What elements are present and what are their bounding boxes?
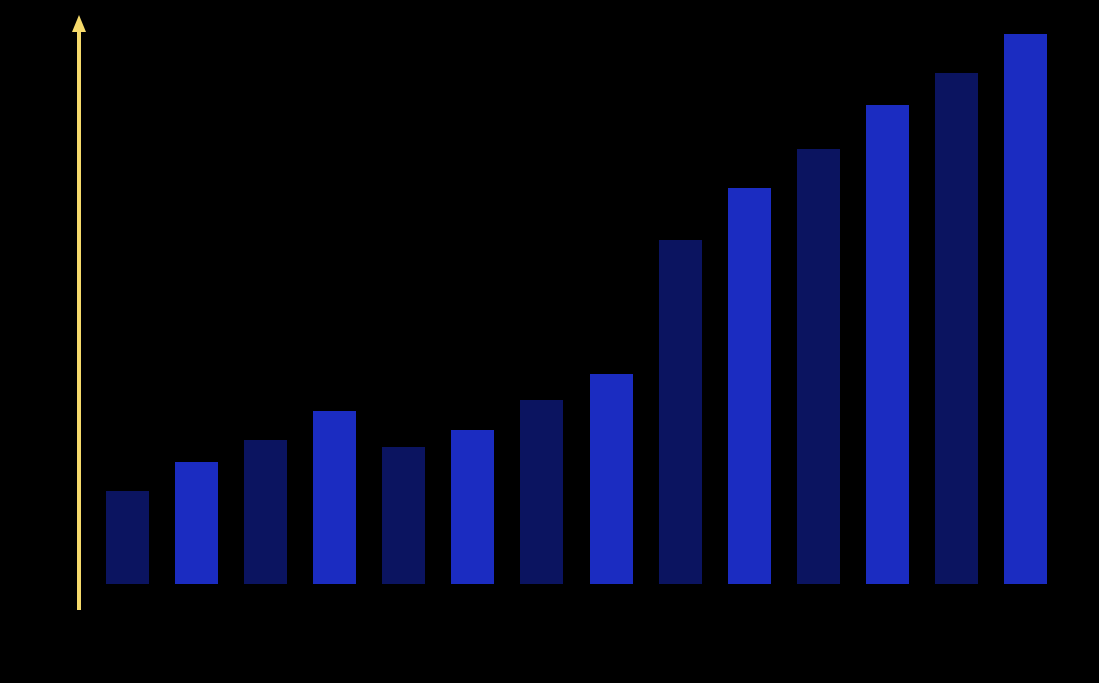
bar-8 <box>590 374 633 584</box>
bar-14 <box>1004 34 1047 584</box>
bar-11 <box>797 149 840 584</box>
bar-3 <box>244 440 287 584</box>
bar-2 <box>175 462 218 584</box>
bar-12 <box>866 105 909 584</box>
bar-9 <box>659 240 702 584</box>
bar-6 <box>451 430 494 584</box>
bar-10 <box>728 188 771 584</box>
bar-7 <box>520 400 563 584</box>
bar-1 <box>106 491 149 584</box>
bar-4 <box>313 411 356 584</box>
bar-5 <box>382 447 425 584</box>
bar-13 <box>935 73 978 584</box>
